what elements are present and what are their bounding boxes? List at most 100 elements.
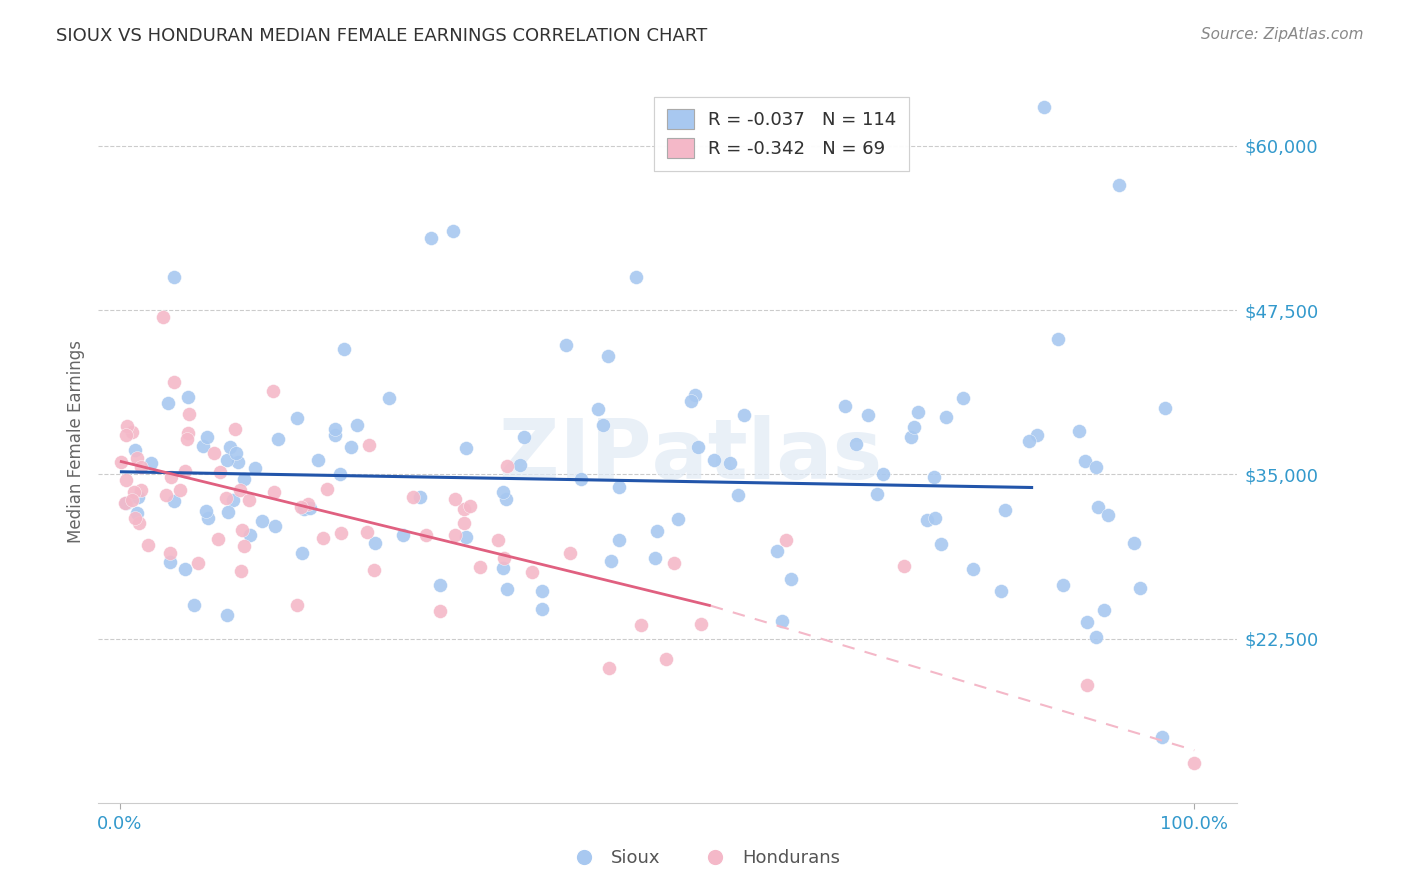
Point xyxy=(290,500,312,515)
Point xyxy=(232,540,254,554)
Point xyxy=(492,561,515,575)
Point xyxy=(160,469,183,483)
Point xyxy=(177,390,200,404)
Point xyxy=(114,496,136,510)
Point xyxy=(124,443,146,458)
Point xyxy=(1052,578,1074,592)
Point xyxy=(496,458,519,473)
Point xyxy=(114,496,136,510)
Point xyxy=(1084,459,1107,474)
Point xyxy=(238,528,260,542)
Point xyxy=(531,584,554,599)
Point xyxy=(177,425,200,440)
Point xyxy=(644,551,666,566)
Point xyxy=(496,582,519,597)
Point xyxy=(152,310,174,324)
Point xyxy=(962,561,984,575)
Point xyxy=(922,470,945,484)
Point xyxy=(454,441,477,455)
Point xyxy=(592,418,614,433)
Point xyxy=(264,518,287,533)
Point xyxy=(1129,582,1152,596)
Point xyxy=(121,425,143,439)
Point xyxy=(141,456,163,470)
Point xyxy=(1153,401,1175,415)
Point xyxy=(624,270,647,285)
Point xyxy=(174,464,197,478)
Point xyxy=(346,418,368,433)
Point xyxy=(454,530,477,544)
Point xyxy=(907,405,929,419)
Point xyxy=(1026,427,1049,442)
Point xyxy=(115,418,138,433)
Point xyxy=(136,538,159,552)
Point xyxy=(129,459,152,474)
Text: ZIP​atlas: ZIP​atlas xyxy=(499,416,882,497)
Point xyxy=(217,505,239,519)
Point xyxy=(129,483,152,497)
Point xyxy=(1018,434,1040,449)
Point xyxy=(1092,603,1115,617)
Point xyxy=(530,601,553,615)
Point xyxy=(329,467,352,481)
Point xyxy=(197,430,219,444)
Point xyxy=(703,453,725,467)
Point xyxy=(1182,756,1205,771)
Point xyxy=(453,501,475,516)
Point xyxy=(215,491,238,505)
Point xyxy=(124,511,146,525)
Point xyxy=(720,456,742,470)
Point xyxy=(555,338,578,352)
Point xyxy=(127,451,149,466)
Point xyxy=(174,562,197,576)
Point xyxy=(1076,615,1098,630)
Point xyxy=(429,604,451,618)
Point xyxy=(311,531,333,545)
Point xyxy=(495,491,517,506)
Point xyxy=(1074,453,1097,467)
Point xyxy=(929,537,952,551)
Point xyxy=(856,408,879,422)
Point xyxy=(263,485,285,500)
Point xyxy=(1032,99,1054,113)
Point xyxy=(558,546,581,560)
Point xyxy=(420,231,443,245)
Point xyxy=(219,441,242,455)
Point xyxy=(520,565,543,579)
Point xyxy=(250,514,273,528)
Point xyxy=(588,402,610,417)
Point xyxy=(209,465,232,479)
Point xyxy=(297,497,319,511)
Point xyxy=(155,488,177,502)
Point xyxy=(157,396,180,410)
Point xyxy=(285,411,308,425)
Point xyxy=(733,408,755,422)
Point xyxy=(1085,630,1108,644)
Point xyxy=(364,536,387,550)
Point xyxy=(357,438,380,452)
Point xyxy=(845,437,868,451)
Point xyxy=(655,652,678,666)
Point xyxy=(163,494,186,508)
Point xyxy=(415,528,437,542)
Point xyxy=(224,421,246,435)
Point xyxy=(245,460,267,475)
Point xyxy=(444,528,467,542)
Point xyxy=(509,458,531,472)
Point xyxy=(225,446,247,460)
Point xyxy=(775,533,797,547)
Point xyxy=(316,482,339,496)
Point xyxy=(645,524,668,539)
Point xyxy=(391,528,413,542)
Point xyxy=(110,455,132,469)
Point xyxy=(291,546,314,560)
Point xyxy=(323,422,346,436)
Point xyxy=(1123,536,1146,550)
Point xyxy=(121,492,143,507)
Point xyxy=(128,516,150,531)
Text: SIOUX VS HONDURAN MEDIAN FEMALE EARNINGS CORRELATION CHART: SIOUX VS HONDURAN MEDIAN FEMALE EARNINGS… xyxy=(56,27,707,45)
Point xyxy=(363,563,385,577)
Point xyxy=(903,420,925,434)
Point xyxy=(924,511,946,525)
Point xyxy=(159,555,181,569)
